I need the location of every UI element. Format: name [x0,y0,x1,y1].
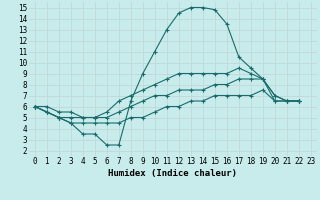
X-axis label: Humidex (Indice chaleur): Humidex (Indice chaleur) [108,169,237,178]
